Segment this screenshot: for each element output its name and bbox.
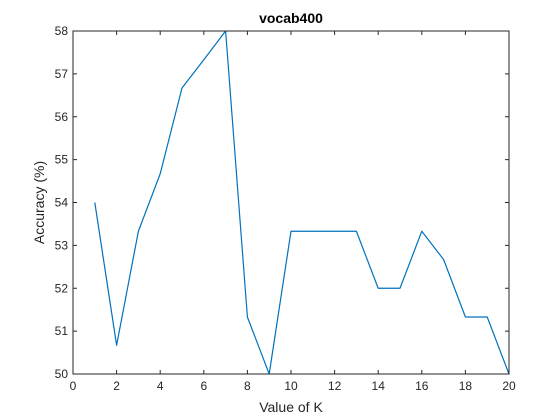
series-layer <box>94 30 510 375</box>
x-tick-label: 2 <box>113 379 120 393</box>
chart-title: vocab400 <box>259 10 323 26</box>
x-axis-label: Value of K <box>259 399 323 415</box>
y-tick-label: 51 <box>55 324 69 338</box>
x-tick-label: 18 <box>459 379 473 393</box>
y-tick-label: 57 <box>55 67 69 81</box>
x-tick-label: 10 <box>284 379 298 393</box>
x-tick-label: 0 <box>70 379 77 393</box>
x-tick-label: 20 <box>502 379 516 393</box>
x-tick-label: 6 <box>200 379 207 393</box>
y-tick-label: 52 <box>55 281 69 295</box>
x-tick-label: 12 <box>328 379 342 393</box>
plot-area <box>73 31 509 374</box>
x-tick-label: 8 <box>244 379 251 393</box>
axis-layer: 0 2 4 6 8 10 12 14 16 18 20 50 51 52 53 54 55 56 57 58 <box>55 24 516 393</box>
y-tick-label: 56 <box>55 110 69 124</box>
x-tick-label: 16 <box>415 379 429 393</box>
y-tick-label: 55 <box>55 153 69 167</box>
y-tick-label: 50 <box>55 367 69 381</box>
y-tick-label: 54 <box>55 196 69 210</box>
x-tick-label: 14 <box>372 379 386 393</box>
y-tick-label: 58 <box>55 24 69 38</box>
series-line-0 <box>94 30 510 375</box>
y-tick-label: 53 <box>55 238 69 252</box>
y-axis-label: Accuracy (%) <box>31 161 47 244</box>
x-tick-label: 4 <box>157 379 164 393</box>
